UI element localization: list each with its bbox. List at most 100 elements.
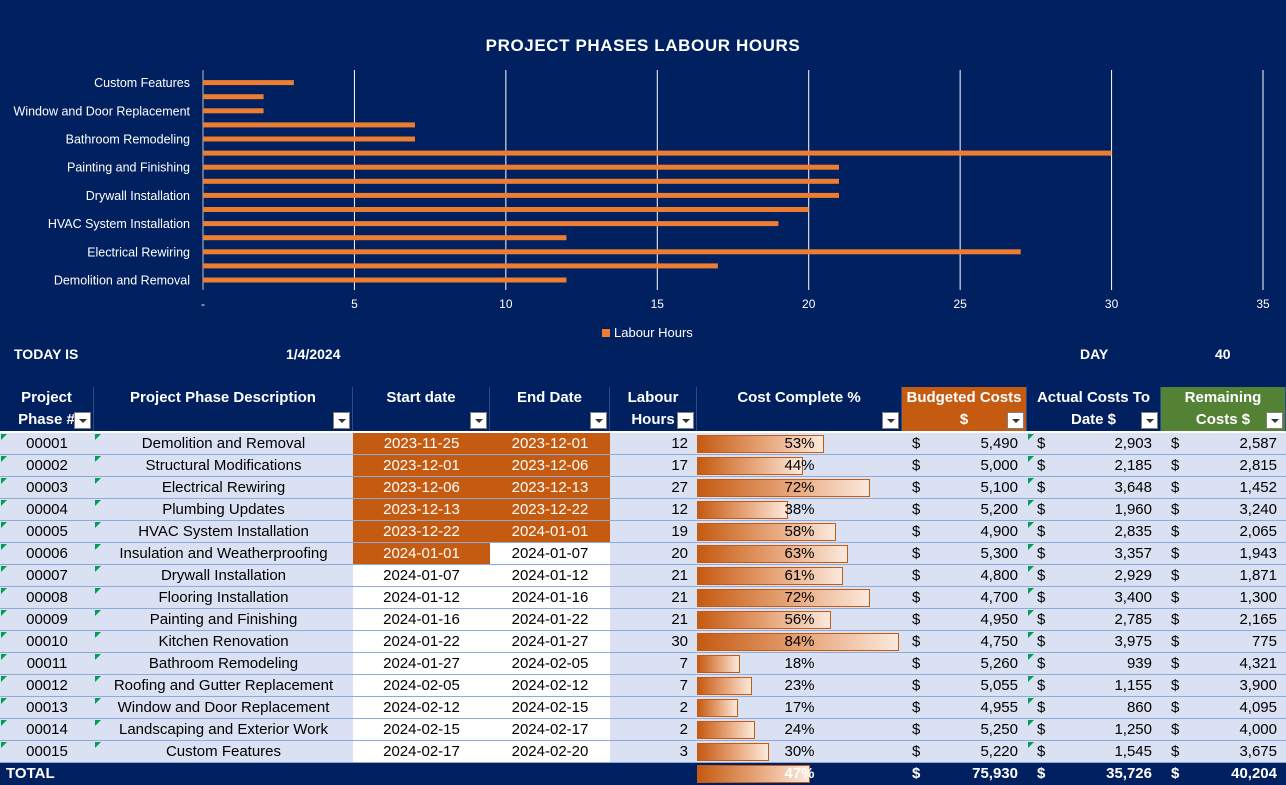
currency-symbol: $ — [1037, 633, 1046, 650]
cell-error-indicator-icon — [1028, 544, 1034, 550]
table-row[interactable]: 00006 Insulation and Weatherproofing 2024-… — [0, 543, 1286, 565]
budgeted-cost-amount: 5,100 — [980, 479, 1018, 496]
budgeted-cost-amount: 4,700 — [980, 589, 1018, 606]
table-row[interactable]: 00013 Window and Door Replacement 2024-02-… — [0, 697, 1286, 719]
labour-hours: 27 — [610, 477, 697, 499]
actual-cost: $939 — [1027, 653, 1161, 675]
header-remaining-costs: Remaining Costs $ — [1161, 387, 1286, 431]
end-date: 2024-01-27 — [490, 631, 610, 653]
table-row[interactable]: 00005 HVAC System Installation 2023-12-22 2… — [0, 521, 1286, 543]
y-category-label: Demolition and Removal — [54, 274, 190, 288]
start-date: 2023-12-22 — [353, 521, 490, 543]
currency-symbol: $ — [912, 765, 921, 782]
phase-description: Custom Features — [94, 741, 353, 763]
bar — [203, 221, 779, 227]
filter-dropdown-icon[interactable] — [470, 412, 487, 429]
cell-error-indicator-icon — [95, 434, 101, 440]
cell-error-indicator-icon — [95, 522, 101, 528]
cell-error-indicator-icon — [1028, 522, 1034, 528]
chart-legend: Labour Hours — [602, 325, 693, 340]
currency-symbol: $ — [1171, 567, 1180, 584]
remaining-cost: $1,871 — [1161, 565, 1286, 587]
currency-symbol: $ — [912, 567, 921, 584]
budgeted-cost-amount: 5,260 — [980, 655, 1018, 672]
currency-symbol: $ — [912, 545, 921, 562]
actual-cost: $1,250 — [1027, 719, 1161, 741]
table-row[interactable]: 00007 Drywall Installation 2024-01-07 2024-… — [0, 565, 1286, 587]
budgeted-cost-amount: 4,955 — [980, 699, 1018, 716]
table-row[interactable]: 00015 Custom Features 2024-02-17 2024-02-20… — [0, 741, 1286, 763]
header-text: $ — [959, 411, 969, 428]
table-row[interactable]: 00004 Plumbing Updates 2023-12-13 2023-12-2… — [0, 499, 1286, 521]
x-tick-label: 35 — [1256, 297, 1270, 311]
phase-description: Bathroom Remodeling — [94, 653, 353, 675]
end-date: 2023-12-01 — [490, 433, 610, 455]
start-date: 2024-02-05 — [353, 675, 490, 697]
table-row[interactable]: 00008 Flooring Installation 2024-01-12 2024… — [0, 587, 1286, 609]
budgeted-cost-amount: 5,200 — [980, 501, 1018, 518]
labour-hours: 2 — [610, 697, 697, 719]
cell-error-indicator-icon — [95, 478, 101, 484]
table-row[interactable]: 00011 Bathroom Remodeling 2024-01-27 2024-0… — [0, 653, 1286, 675]
bar — [203, 178, 839, 184]
cell-error-indicator-icon — [1028, 676, 1034, 682]
table-row[interactable]: 00002 Structural Modifications 2023-12-01 2… — [0, 455, 1286, 477]
budgeted-cost: $5,055 — [902, 675, 1027, 697]
currency-symbol: $ — [1171, 457, 1180, 474]
currency-symbol: $ — [1171, 633, 1180, 650]
cost-complete-cell: 18% — [697, 653, 902, 675]
cost-complete-percent: 61% — [784, 567, 815, 584]
progress-bar — [697, 589, 870, 607]
legend-swatch — [602, 328, 610, 337]
filter-dropdown-icon[interactable] — [882, 412, 899, 429]
remaining-cost: $1,943 — [1161, 543, 1286, 565]
cell-error-indicator-icon — [1028, 434, 1034, 440]
header-text: Date $ — [1070, 411, 1117, 428]
phase-number: 00002 — [0, 455, 94, 477]
cell-error-indicator-icon — [95, 632, 101, 638]
filter-dropdown-icon[interactable] — [590, 412, 607, 429]
cost-complete-cell: 72% — [697, 587, 902, 609]
cost-complete-cell: 47% — [697, 763, 902, 785]
table-row[interactable]: 00001 Demolition and Removal 2023-11-25 202… — [0, 433, 1286, 455]
table-row[interactable]: 00009 Painting and Finishing 2024-01-16 202… — [0, 609, 1286, 631]
cell-error-indicator-icon — [1, 676, 7, 682]
labour-hours: 7 — [610, 653, 697, 675]
table-row[interactable]: 00014 Landscaping and Exterior Work 2024-0… — [0, 719, 1286, 741]
actual-cost-amount: 3,648 — [1114, 479, 1152, 496]
actual-cost: $2,903 — [1027, 433, 1161, 455]
remaining-cost-amount: 1,943 — [1239, 545, 1277, 562]
cost-complete-cell: 53% — [697, 433, 902, 455]
filter-dropdown-icon[interactable] — [677, 412, 694, 429]
remaining-cost: $775 — [1161, 631, 1286, 653]
phase-description: HVAC System Installation — [94, 521, 353, 543]
filter-dropdown-icon[interactable] — [1266, 412, 1283, 429]
bar — [203, 277, 567, 283]
phase-number: 00011 — [0, 653, 94, 675]
filter-dropdown-icon[interactable] — [74, 412, 91, 429]
progress-bar — [697, 677, 753, 695]
cell-error-indicator-icon — [1028, 500, 1034, 506]
table-row[interactable]: 00010 Kitchen Renovation 2024-01-22 2024-01… — [0, 631, 1286, 653]
currency-symbol: $ — [912, 479, 921, 496]
currency-symbol: $ — [1037, 457, 1046, 474]
budgeted-cost-amount: 4,800 — [980, 567, 1018, 584]
table-row[interactable]: 00012 Roofing and Gutter Replacement 2024-… — [0, 675, 1286, 697]
currency-symbol: $ — [912, 699, 921, 716]
currency-symbol: $ — [912, 457, 921, 474]
filter-dropdown-icon[interactable] — [333, 412, 350, 429]
filter-dropdown-icon[interactable] — [1007, 412, 1024, 429]
cell-error-indicator-icon — [1028, 654, 1034, 660]
progress-bar — [697, 501, 789, 519]
labour-hours: 12 — [610, 433, 697, 455]
cost-complete-percent: 72% — [784, 589, 815, 606]
currency-symbol: $ — [1171, 765, 1180, 782]
filter-dropdown-icon[interactable] — [1141, 412, 1158, 429]
budgeted-cost-amount: 4,750 — [980, 633, 1018, 650]
table-row[interactable]: 00003 Electrical Rewiring 2023-12-06 2023-1… — [0, 477, 1286, 499]
start-date: 2023-11-25 — [353, 433, 490, 455]
remaining-cost-amount: 3,900 — [1239, 677, 1277, 694]
header-budgeted-costs: Budgeted Costs $ — [902, 387, 1027, 431]
remaining-cost: $2,587 — [1161, 433, 1286, 455]
header-labour-hours: Labour Hours — [610, 387, 697, 431]
